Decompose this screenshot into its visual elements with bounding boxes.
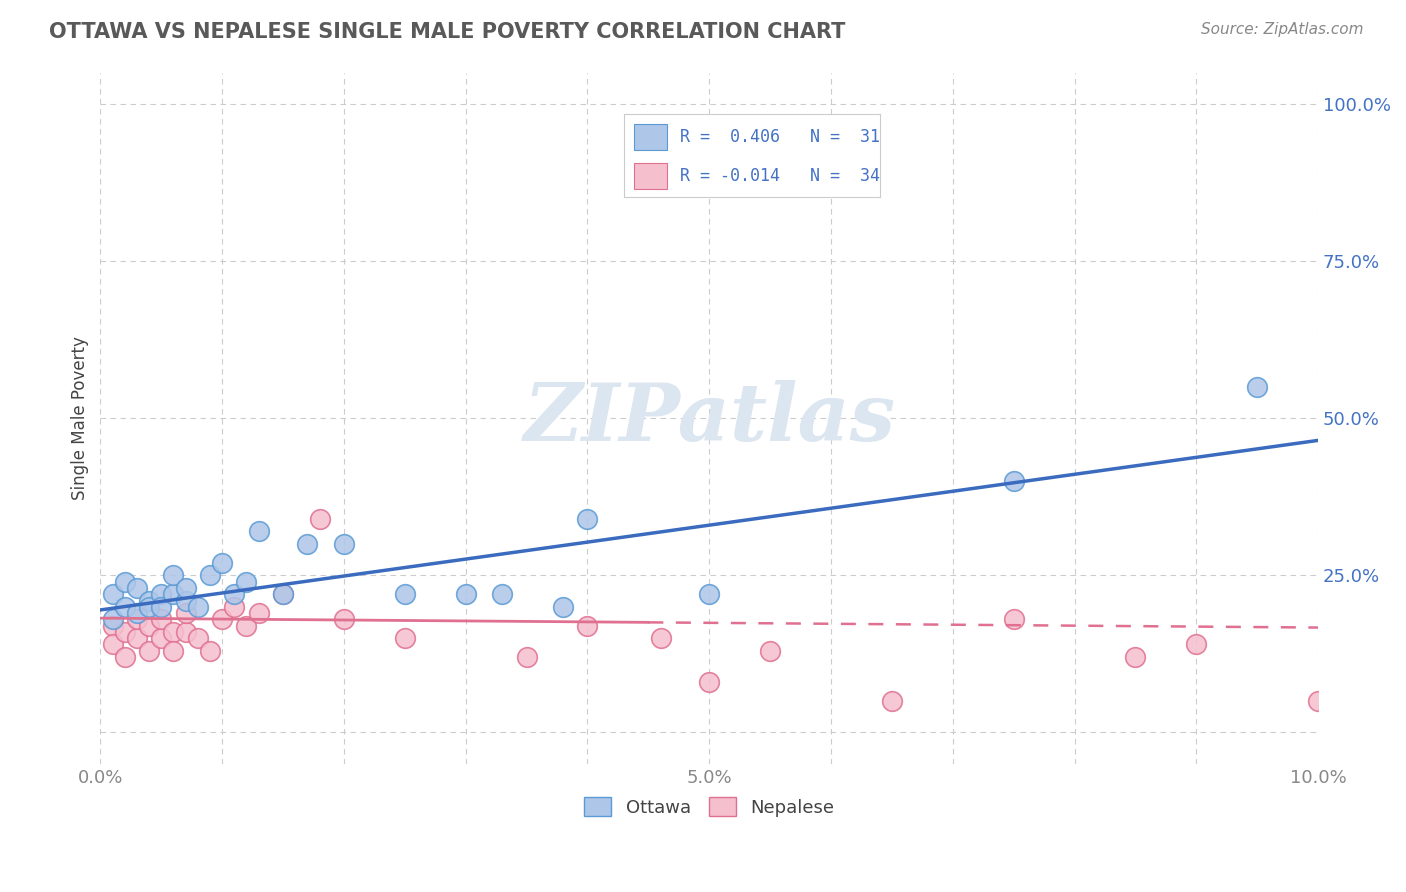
Point — [187, 631, 209, 645]
Point — [162, 644, 184, 658]
Point — [150, 599, 173, 614]
Point — [162, 624, 184, 639]
Point — [174, 606, 197, 620]
Point — [235, 574, 257, 589]
Point — [553, 599, 575, 614]
Point — [101, 612, 124, 626]
Point — [333, 537, 356, 551]
Point — [697, 587, 720, 601]
Text: ZIPatlas: ZIPatlas — [523, 380, 896, 458]
Point — [297, 537, 319, 551]
Point — [235, 618, 257, 632]
Point — [125, 606, 148, 620]
Point — [150, 612, 173, 626]
Y-axis label: Single Male Poverty: Single Male Poverty — [72, 336, 89, 500]
Point — [247, 524, 270, 539]
Point — [697, 675, 720, 690]
Point — [454, 587, 477, 601]
Point — [101, 587, 124, 601]
Point — [308, 512, 330, 526]
Point — [1002, 612, 1025, 626]
Point — [114, 650, 136, 665]
Point — [174, 581, 197, 595]
Point — [576, 512, 599, 526]
Point — [516, 650, 538, 665]
Point — [138, 593, 160, 607]
Point — [271, 587, 294, 601]
Point — [138, 618, 160, 632]
Point — [394, 631, 416, 645]
Point — [138, 599, 160, 614]
Point — [224, 599, 246, 614]
Point — [576, 618, 599, 632]
Point — [247, 606, 270, 620]
Text: Source: ZipAtlas.com: Source: ZipAtlas.com — [1201, 22, 1364, 37]
Point — [198, 568, 221, 582]
Point — [125, 581, 148, 595]
Point — [114, 599, 136, 614]
Point — [1246, 380, 1268, 394]
Point — [101, 638, 124, 652]
Point — [491, 587, 513, 601]
Point — [1125, 650, 1147, 665]
Point — [650, 631, 672, 645]
Point — [101, 618, 124, 632]
Point — [1308, 694, 1330, 708]
Point — [150, 631, 173, 645]
Point — [187, 599, 209, 614]
Point — [114, 574, 136, 589]
Point — [333, 612, 356, 626]
Point — [198, 644, 221, 658]
Point — [1185, 638, 1208, 652]
Point — [125, 631, 148, 645]
Point — [211, 612, 233, 626]
Point — [174, 624, 197, 639]
Point — [211, 556, 233, 570]
Point — [271, 587, 294, 601]
Point — [114, 624, 136, 639]
Point — [150, 587, 173, 601]
Point — [880, 694, 903, 708]
Point — [138, 644, 160, 658]
Point — [759, 644, 782, 658]
Text: OTTAWA VS NEPALESE SINGLE MALE POVERTY CORRELATION CHART: OTTAWA VS NEPALESE SINGLE MALE POVERTY C… — [49, 22, 845, 42]
Legend: Ottawa, Nepalese: Ottawa, Nepalese — [576, 790, 842, 824]
Point — [1002, 474, 1025, 488]
Point — [162, 568, 184, 582]
Point — [125, 612, 148, 626]
Point — [394, 587, 416, 601]
Point — [224, 587, 246, 601]
Point — [162, 587, 184, 601]
Point — [174, 593, 197, 607]
